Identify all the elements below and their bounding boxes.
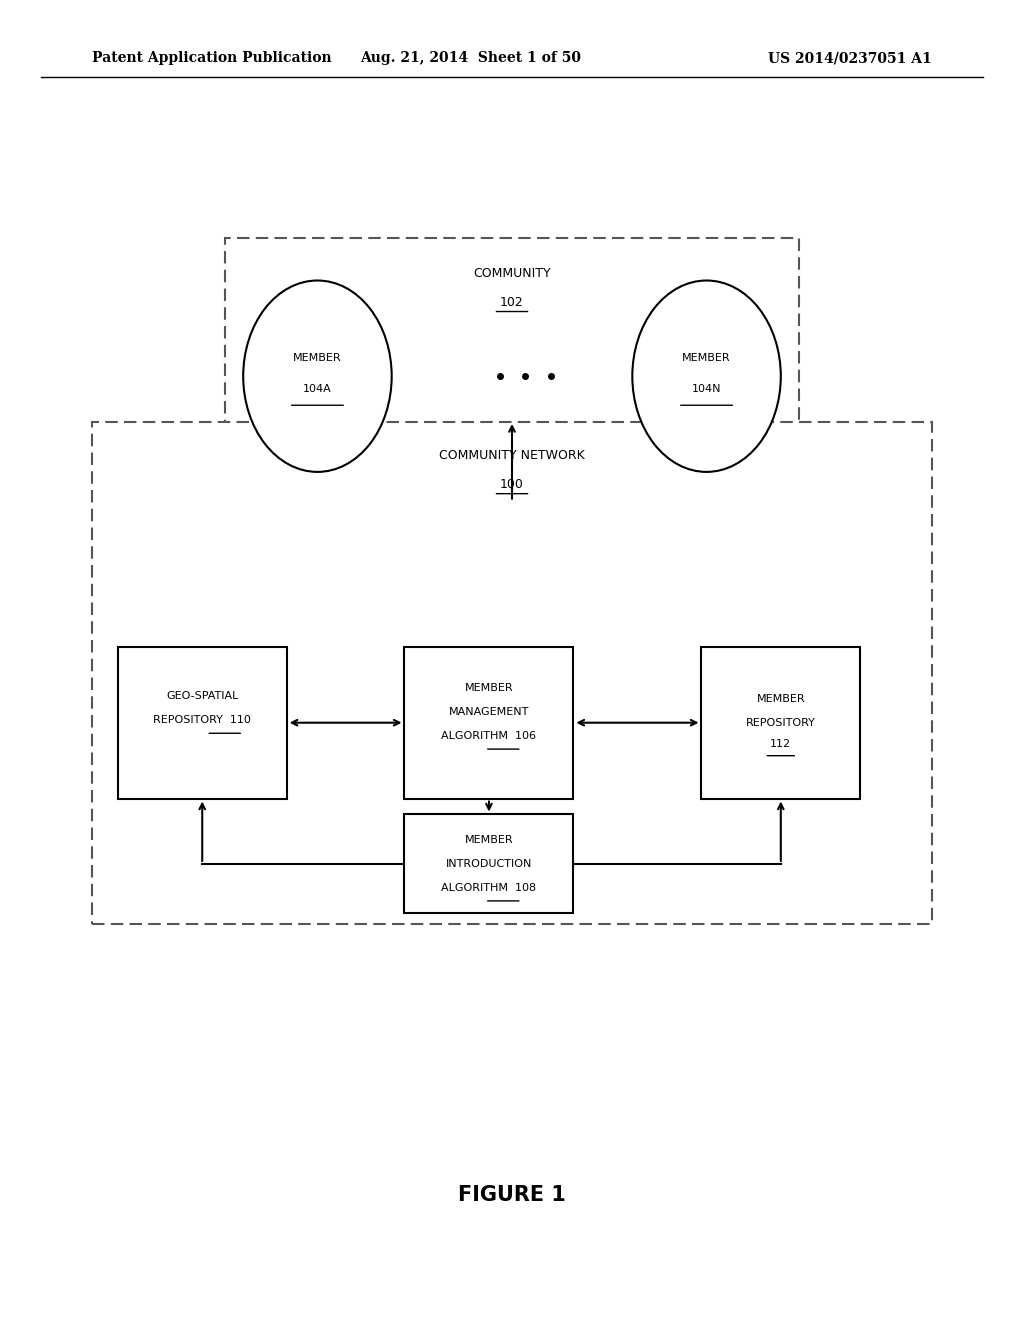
Text: REPOSITORY: REPOSITORY [745,718,816,727]
Text: 104N: 104N [692,384,721,395]
Text: 104A: 104A [303,384,332,395]
Text: Aug. 21, 2014  Sheet 1 of 50: Aug. 21, 2014 Sheet 1 of 50 [360,51,582,65]
Text: COMMUNITY: COMMUNITY [473,267,551,280]
FancyBboxPatch shape [118,647,287,799]
FancyBboxPatch shape [404,647,573,799]
Text: ALGORITHM  108: ALGORITHM 108 [441,883,537,892]
Text: GEO-SPATIAL: GEO-SPATIAL [166,692,239,701]
Text: INTRODUCTION: INTRODUCTION [445,859,532,869]
Text: ALGORITHM  106: ALGORITHM 106 [441,731,537,741]
Text: MEMBER: MEMBER [465,836,513,845]
Text: 112: 112 [770,739,792,748]
Text: FIGURE 1: FIGURE 1 [458,1184,566,1205]
Text: MEMBER: MEMBER [293,352,342,363]
Ellipse shape [244,281,391,473]
Text: 100: 100 [500,478,524,491]
FancyBboxPatch shape [404,814,573,913]
FancyBboxPatch shape [701,647,860,799]
Text: US 2014/0237051 A1: US 2014/0237051 A1 [768,51,932,65]
Text: MEMBER: MEMBER [682,352,731,363]
Text: 102: 102 [500,296,524,309]
Text: Patent Application Publication: Patent Application Publication [92,51,332,65]
Text: MEMBER: MEMBER [757,694,805,704]
FancyBboxPatch shape [225,238,799,502]
Text: COMMUNITY NETWORK: COMMUNITY NETWORK [439,449,585,462]
Text: MANAGEMENT: MANAGEMENT [449,708,529,717]
Ellipse shape [633,281,781,473]
Text: REPOSITORY  110: REPOSITORY 110 [154,715,251,725]
FancyBboxPatch shape [92,422,932,924]
Text: MEMBER: MEMBER [465,684,513,693]
